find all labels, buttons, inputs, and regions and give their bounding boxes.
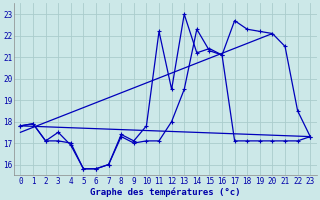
X-axis label: Graphe des températures (°c): Graphe des températures (°c) [90,187,241,197]
